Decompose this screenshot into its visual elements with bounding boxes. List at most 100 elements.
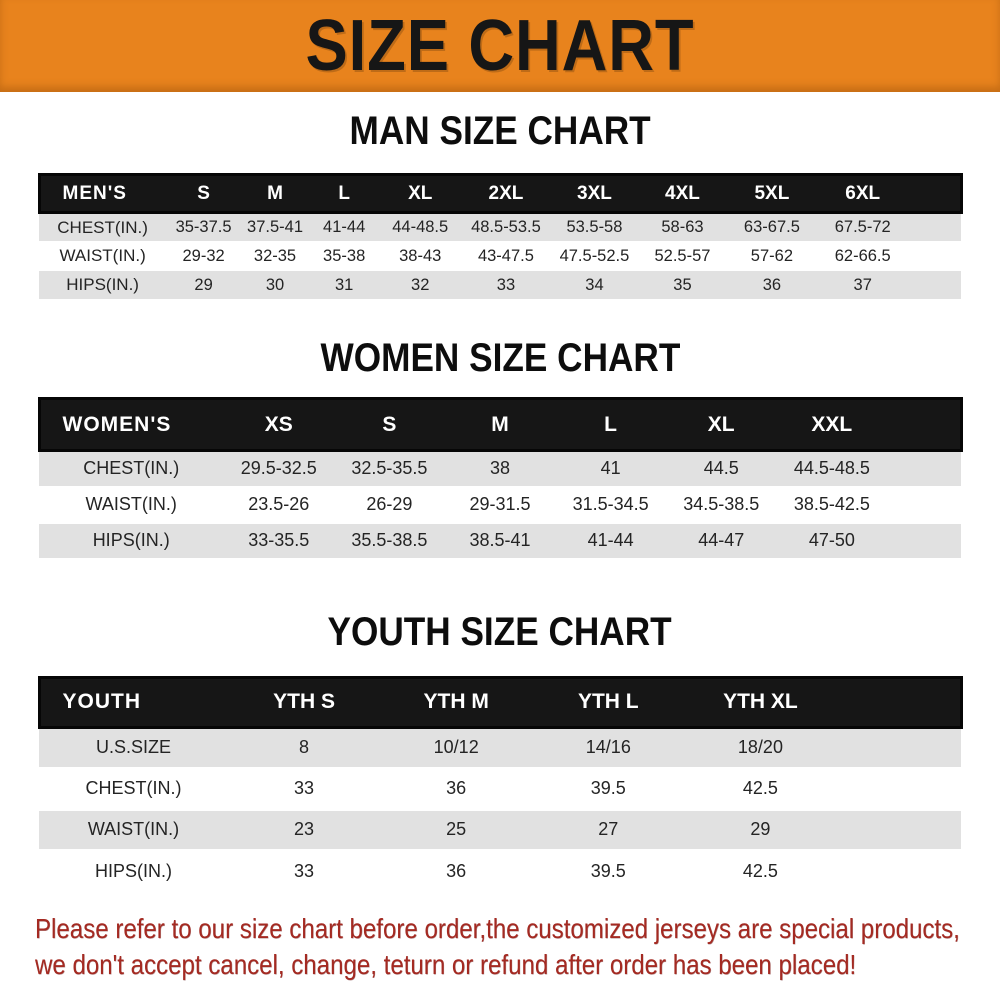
size-cell: 23.5-26 <box>248 494 310 514</box>
row-label: HIPS(IN.) <box>94 860 172 881</box>
row-label: WAIST(IN.) <box>39 807 228 852</box>
man-section-title-text: MAN SIZE CHART <box>349 109 651 153</box>
size-cell: 30 <box>240 270 310 300</box>
size-cell: 25 <box>380 807 533 852</box>
spacer-cell <box>908 242 961 271</box>
youth-size-table: YOUTH YTH S YTH M YTH L YTH XL U.S.SIZE … <box>37 675 963 892</box>
size-cell: 35-38 <box>323 246 366 265</box>
size-cell: 48.5-53.5 <box>461 212 551 242</box>
table-row: CHEST(IN.) 29.5-32.5 32.5-35.5 38 41 44.… <box>39 449 961 488</box>
spacer-cell <box>836 675 963 729</box>
col-header: L <box>309 173 380 214</box>
table-row: WAIST(IN.) 23.5-26 26-29 29-31.5 31.5-34… <box>39 487 961 523</box>
size-cell: 33 <box>294 778 315 798</box>
size-cell: 32-35 <box>253 246 297 265</box>
size-cell: 8 <box>228 725 381 770</box>
row-label: CHEST(IN.) <box>39 449 224 488</box>
spacer-cell <box>887 487 961 523</box>
col-header: XL <box>379 173 462 214</box>
size-cell: 38.5-41 <box>444 521 556 560</box>
spacer-cell <box>836 725 961 770</box>
size-cell: 18/20 <box>684 725 837 770</box>
row-label: HIPS(IN.) <box>39 521 224 560</box>
size-cell: 58-63 <box>638 212 727 242</box>
size-cell: 53.5-58 <box>550 212 639 242</box>
table-row: CHEST(IN.) 33 36 39.5 42.5 <box>39 768 961 809</box>
size-cell: 39.5 <box>590 860 626 881</box>
row-label: HIPS(IN.) <box>39 270 167 300</box>
size-cell: 41-44 <box>555 521 666 560</box>
col-header: YTH S <box>228 675 381 729</box>
spacer-cell <box>836 807 961 852</box>
table-row: HIPS(IN.) 33 36 39.5 42.5 <box>39 850 961 891</box>
size-cell: 36 <box>446 860 467 881</box>
size-cell: 67.5-72 <box>817 212 909 242</box>
table-row: CHEST(IN.) 35-37.5 37.5-41 41-44 44-48.5… <box>39 212 961 242</box>
row-label: U.S.SIZE <box>39 725 228 770</box>
col-header: 3XL <box>550 173 639 214</box>
size-cell: 23 <box>228 807 381 852</box>
col-header: S <box>166 173 241 214</box>
row-label: CHEST(IN.) <box>85 778 182 798</box>
spacer-cell <box>887 521 961 560</box>
size-cell: 27 <box>532 807 685 852</box>
spacer-cell <box>887 449 961 488</box>
size-cell: 41-44 <box>309 212 380 242</box>
men-size-table: MEN'S S M L XL 2XL 3XL 4XL 5XL 6XL CHEST… <box>37 173 963 300</box>
table-row: HIPS(IN.) 33-35.5 35.5-38.5 38.5-41 41-4… <box>39 521 961 560</box>
size-cell: 29-31.5 <box>469 494 531 514</box>
table-row: WAIST(IN.) 29-32 32-35 35-38 38-43 43-47… <box>39 242 961 271</box>
table-row: HIPS(IN.) 29 30 31 32 33 34 35 36 37 <box>39 270 961 300</box>
table-row: WAIST(IN.) 23 25 27 29 <box>39 807 961 852</box>
size-cell: 42.5 <box>742 778 778 798</box>
spacer-cell <box>908 270 961 300</box>
footer-line1: Please refer to our size chart before or… <box>35 913 960 944</box>
size-cell: 37.5-41 <box>240 212 310 242</box>
col-header: 6XL <box>817 173 909 214</box>
col-header: S <box>334 397 445 452</box>
col-header: L <box>555 397 666 452</box>
size-cell: 52.5-57 <box>654 246 711 265</box>
size-cell: 33 <box>461 270 551 300</box>
col-header: 2XL <box>461 173 551 214</box>
size-cell: 43-47.5 <box>477 246 534 265</box>
youth-group-label: YOUTH <box>37 675 228 729</box>
size-cell: 29 <box>684 807 837 852</box>
footer-note: Please refer to our size chart before or… <box>35 911 1000 983</box>
size-cell: 31.5-34.5 <box>572 494 649 514</box>
col-header: YTH XL <box>684 675 837 729</box>
banner: SIZE CHART <box>0 0 1000 92</box>
youth-section-title: YOUTH SIZE CHART <box>0 610 1000 654</box>
row-label: CHEST(IN.) <box>39 212 167 242</box>
size-cell: 38.5-42.5 <box>793 494 870 514</box>
size-cell: 29 <box>166 270 241 300</box>
row-label: WAIST(IN.) <box>59 246 146 265</box>
size-cell: 14/16 <box>532 725 685 770</box>
size-cell: 35-37.5 <box>166 212 241 242</box>
row-label: WAIST(IN.) <box>85 494 177 514</box>
spacer-cell <box>837 768 962 809</box>
size-cell: 34 <box>550 270 639 300</box>
size-cell: 47.5-52.5 <box>559 246 630 265</box>
size-cell: 44-47 <box>665 521 777 560</box>
size-cell: 38 <box>444 449 556 488</box>
banner-title: SIZE CHART <box>305 6 695 86</box>
man-section-title: MAN SIZE CHART <box>0 109 1000 153</box>
size-cell: 41 <box>555 449 666 488</box>
women-section-title-text: WOMEN SIZE CHART <box>320 336 680 380</box>
men-group-label: MEN'S <box>37 173 167 214</box>
size-cell: 44.5-48.5 <box>776 449 888 488</box>
col-header: YTH M <box>380 675 533 729</box>
size-cell: 36 <box>726 270 818 300</box>
size-cell: 44.5 <box>665 449 777 488</box>
size-cell: 35.5-38.5 <box>334 521 445 560</box>
size-cell: 44-48.5 <box>379 212 462 242</box>
men-header-row: MEN'S S M L XL 2XL 3XL 4XL 5XL 6XL <box>37 173 963 214</box>
size-cell: 62-66.5 <box>834 246 891 265</box>
size-cell: 63-67.5 <box>726 212 818 242</box>
size-cell: 26-29 <box>366 494 413 514</box>
spacer-cell <box>908 173 963 214</box>
col-header: XXL <box>776 397 888 452</box>
col-header: 5XL <box>726 173 818 214</box>
youth-header-row: YOUTH YTH S YTH M YTH L YTH XL <box>37 675 963 729</box>
